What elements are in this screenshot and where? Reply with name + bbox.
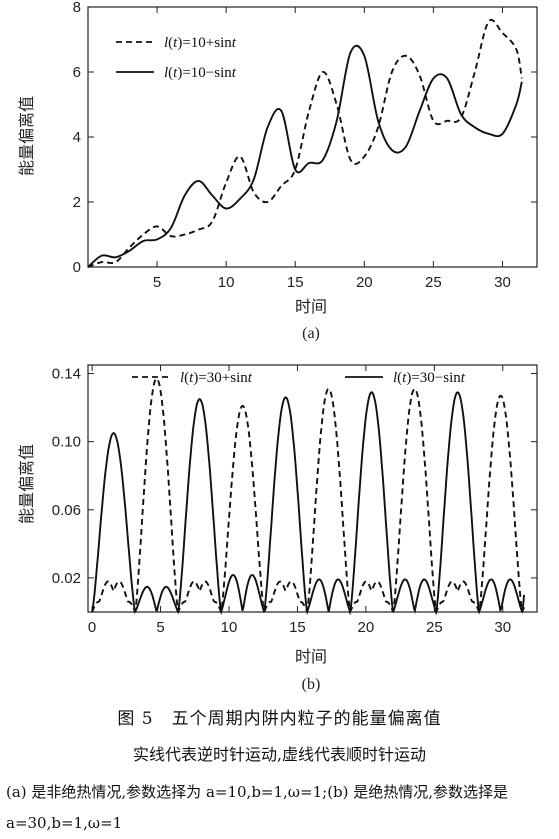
- x-tick-label: 15: [287, 274, 304, 291]
- figure-caption-line1: 实线代表逆时针运动,虚线代表顺时针运动: [132, 745, 427, 764]
- y-tick-label: 8: [73, 0, 81, 16]
- x-tick-label: 25: [426, 619, 443, 636]
- figure-caption-line2: (a) 是非绝热情况,参数选择为 a=10,b=1,ω=1;(b) 是绝热情况,…: [6, 783, 509, 832]
- x-tick-label: 30: [494, 619, 511, 636]
- legend-entry: l(t)=30+sint: [132, 370, 253, 386]
- x-tick-label: 30: [494, 274, 511, 291]
- plot-frame: [87, 364, 538, 613]
- figure-b-legend: l(t)=30+sint l(t)=30−sint: [132, 370, 466, 386]
- x-tick-label: 20: [356, 274, 373, 291]
- y-tick-label: 0.10: [52, 434, 81, 451]
- figure-b: 0 5 10 15 20 25 30 0.02 0.06 0.10 0.14 l(t)=30+sin…: [17, 364, 538, 693]
- x-tick-label: 15: [289, 619, 306, 636]
- figure-b-axes: 0 5 10 15 20 25 30 0.02 0.06 0.10 0.14: [52, 364, 538, 636]
- figure-a-legend: l(t)=10+sint l(t)=10−sint: [116, 35, 237, 81]
- x-tick-label: 5: [156, 619, 164, 636]
- y-tick-label: 0: [73, 259, 81, 276]
- x-tick-label: 0: [88, 619, 96, 636]
- figure-a-axes: 5 10 15 20 25 30 0 2 4 6 8: [73, 0, 538, 291]
- series-line-solid: [87, 44, 523, 268]
- figure-a-series: [87, 19, 523, 268]
- legend-label: l(t)=30−sint: [393, 370, 466, 386]
- series-line-dashed: [87, 19, 523, 268]
- legend-label: l(t)=10+sint: [164, 35, 237, 51]
- legend-label: l(t)=10−sint: [164, 65, 237, 81]
- figure-b-ylabel: 能量偏离值: [17, 444, 36, 524]
- figure-caption-title: 图 5 五个周期内阱内粒子的能量偏离值: [117, 709, 442, 729]
- y-tick-label: 2: [73, 194, 81, 211]
- figure-b-xlabel: 时间: [295, 647, 327, 666]
- x-tick-label: 25: [425, 274, 442, 291]
- figure-a-xlabel: 时间: [295, 297, 327, 316]
- figure-a: 5 10 15 20 25 30 0 2 4 6 8 l(t)=10+sint l(t)=10−sin…: [17, 0, 538, 342]
- legend-entry: l(t)=10+sint: [116, 35, 237, 51]
- legend-label: l(t)=30+sint: [180, 370, 253, 386]
- x-tick-label: 10: [221, 619, 238, 636]
- figure-b-panel-label: (b): [302, 676, 321, 693]
- x-tick-label: 5: [153, 274, 161, 291]
- x-tick-label: 20: [358, 619, 375, 636]
- y-tick-label: 0.02: [52, 570, 81, 587]
- y-tick-label: 4: [73, 129, 81, 146]
- y-tick-label: 6: [73, 64, 81, 81]
- plot-frame: [87, 6, 538, 268]
- figure-b-series: [91, 377, 526, 616]
- figure-a-ylabel: 能量偏离值: [17, 96, 36, 176]
- y-tick-label: 0.14: [52, 366, 81, 383]
- y-tick-label: 0.06: [52, 502, 81, 519]
- series-line-solid: [91, 391, 526, 616]
- legend-entry: l(t)=10−sint: [116, 65, 237, 81]
- figure-a-panel-label: (a): [302, 325, 320, 342]
- x-tick-label: 10: [218, 274, 235, 291]
- series-line-dashed: [91, 377, 525, 616]
- legend-entry: l(t)=30−sint: [345, 370, 466, 386]
